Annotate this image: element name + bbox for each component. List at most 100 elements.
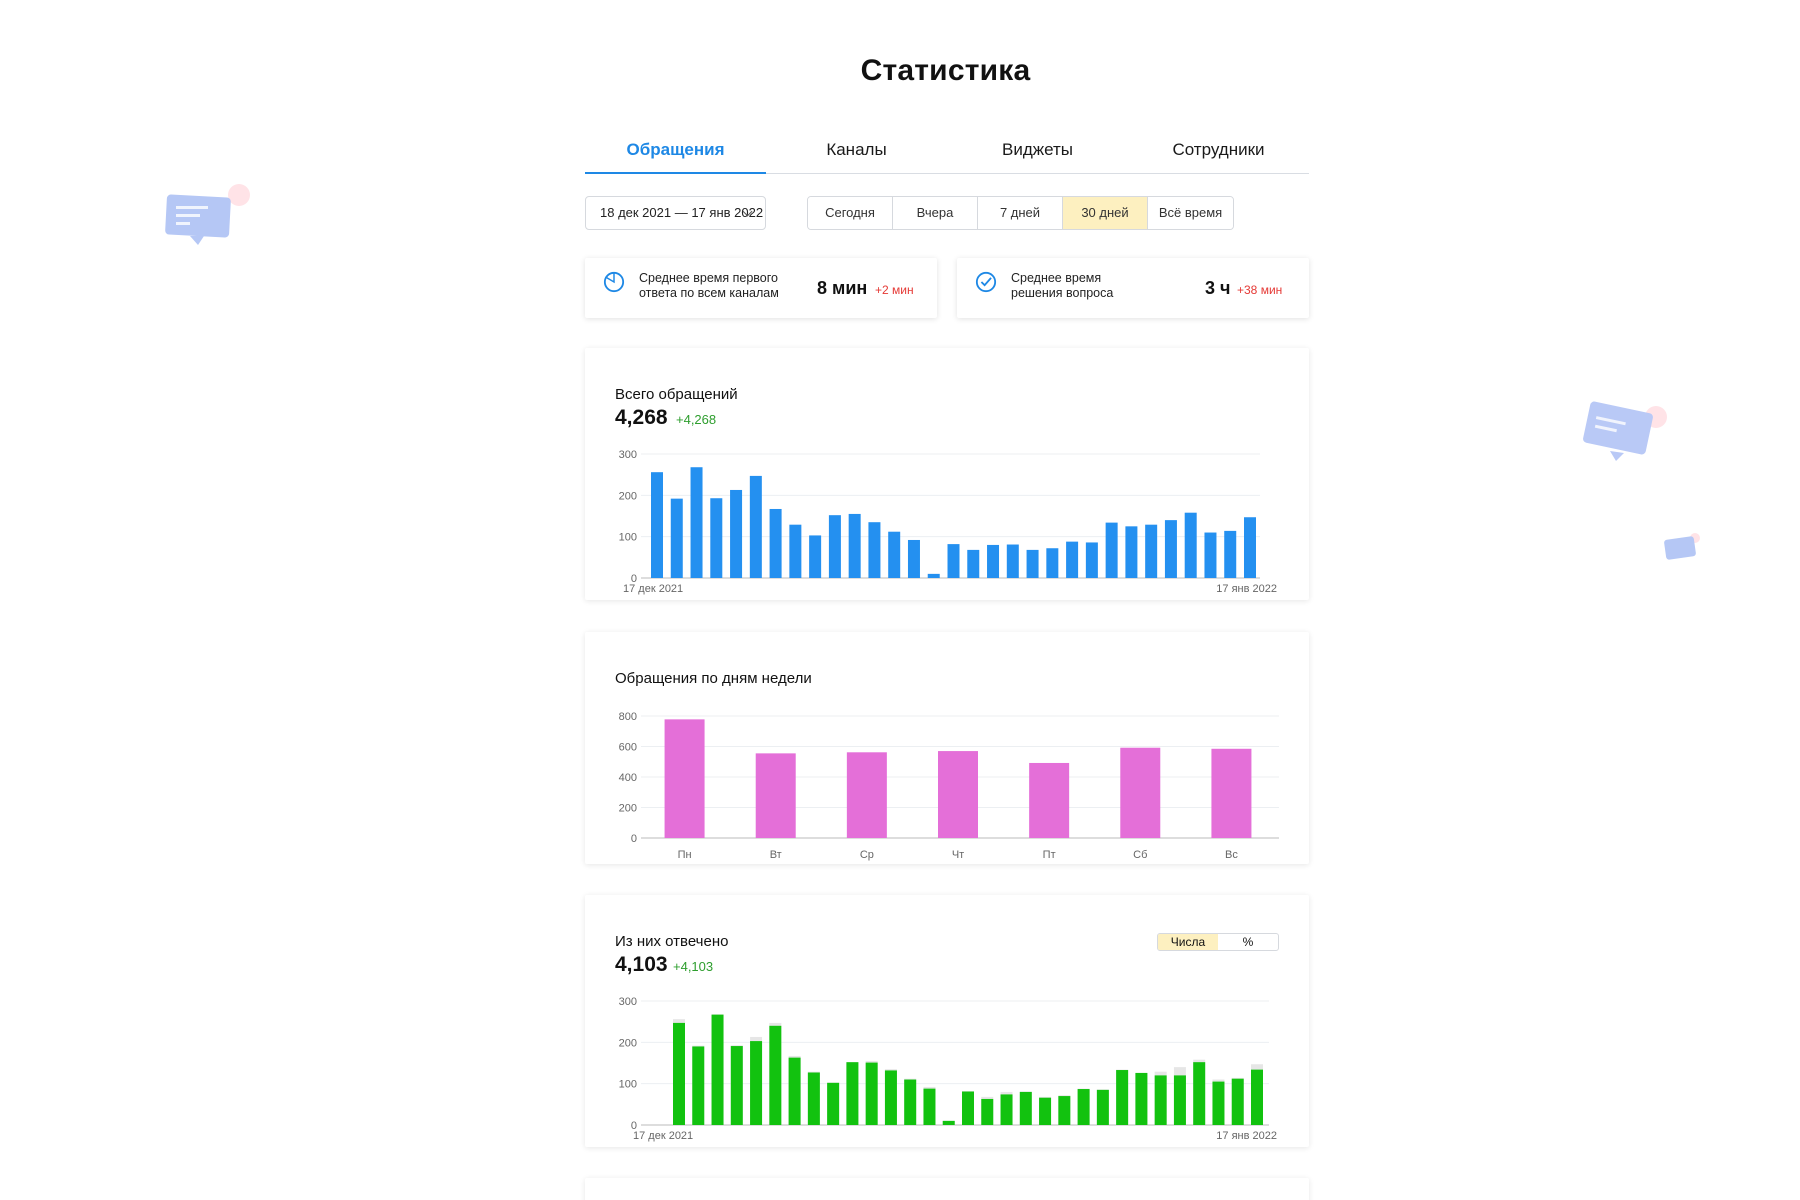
card-delta: +4,268 (676, 412, 717, 427)
y-tick-label: 100 (619, 1079, 637, 1091)
bar (670, 498, 683, 578)
x-tick-label: Ср (860, 849, 874, 861)
bar (755, 753, 796, 838)
bar (1154, 1075, 1167, 1125)
bar (1211, 748, 1252, 838)
bar (1105, 522, 1118, 578)
bar (868, 522, 881, 578)
toggle-percent-button[interactable]: % (1242, 935, 1254, 949)
bar (904, 1079, 917, 1125)
bar (827, 1082, 840, 1125)
bar (846, 1062, 859, 1125)
bar (673, 1022, 685, 1125)
answered-display-toggle: Числа % (1157, 933, 1279, 951)
tab-widgets[interactable]: Виджеты (1001, 140, 1074, 159)
bar (981, 1098, 994, 1125)
bar (1029, 762, 1070, 838)
bar (1096, 1089, 1109, 1125)
period-all-time-button[interactable]: Всё время (1148, 197, 1233, 229)
bar (1231, 1078, 1244, 1125)
bar (907, 539, 920, 578)
x-tick-label: Вт (770, 849, 782, 861)
bar (711, 1014, 724, 1125)
bar (923, 1088, 936, 1125)
bar (962, 1091, 974, 1125)
card-total: 4,268 (615, 406, 668, 429)
card-title: Всего обращений (615, 386, 738, 403)
bar (730, 1046, 743, 1125)
bar (888, 531, 901, 578)
bar (1019, 1091, 1032, 1125)
tab-channels[interactable]: Каналы (826, 140, 887, 159)
card-total: 4,103 (615, 953, 668, 976)
range-start-label: 17 дек 2021 (623, 583, 684, 595)
bar (947, 544, 960, 578)
total-appeals-chart: 0 100 200 300 (619, 449, 1260, 585)
bar (1039, 1097, 1052, 1125)
period-yesterday-button[interactable]: Вчера (893, 197, 978, 229)
y-tick-label: 800 (619, 711, 637, 723)
chat-bubble-decoration-icon (165, 184, 250, 245)
y-tick-label: 100 (619, 532, 637, 544)
bar (1164, 520, 1177, 578)
y-tick-label: 300 (619, 449, 637, 461)
bar (1145, 524, 1158, 578)
bar (1046, 548, 1059, 578)
period-7-days-button[interactable]: 7 дней (978, 197, 1063, 229)
y-tick-label: 400 (619, 772, 637, 784)
bar (664, 719, 705, 838)
bar (651, 472, 663, 578)
tab-employees[interactable]: Сотрудники (1172, 140, 1265, 159)
y-tick-label: 200 (619, 490, 637, 502)
check-circle-icon (975, 271, 997, 293)
bar (1173, 1075, 1186, 1125)
bar (938, 751, 978, 838)
tab-appeals[interactable]: Обращения (585, 128, 766, 174)
bar (848, 513, 861, 578)
bar (749, 475, 762, 578)
period-today-button[interactable]: Сегодня (808, 197, 893, 229)
bar (1193, 1062, 1206, 1125)
clock-icon (603, 271, 625, 293)
bar (710, 498, 723, 578)
card-delta: +4,103 (673, 959, 714, 974)
bar (1026, 549, 1039, 578)
bar (809, 535, 822, 578)
bar (846, 752, 887, 838)
kpi-label-line: Среднее время (1011, 271, 1102, 285)
card-title: Обращения по дням недели (615, 670, 812, 687)
y-tick-label: 600 (619, 742, 637, 754)
bar (789, 524, 802, 578)
x-tick-label: Сб (1133, 849, 1147, 861)
kpi-label: Среднее время решения вопроса (1011, 271, 1113, 301)
bar (1251, 1069, 1263, 1125)
chat-bubble-decoration-icon (1583, 401, 1667, 461)
y-tick-label: 200 (619, 803, 637, 815)
tabs: Обращения Каналы Виджеты Сотрудники (585, 128, 1309, 174)
bar (1224, 530, 1237, 578)
next-card (585, 1178, 1309, 1200)
range-start-label: 17 дек 2021 (633, 1130, 694, 1142)
x-tick-label: Пн (678, 849, 692, 861)
y-tick-label: 200 (619, 1037, 637, 1049)
y-tick-label: 300 (619, 996, 637, 1008)
bar (1184, 512, 1197, 578)
kpi-value: 3 ч (1205, 278, 1231, 298)
weekday-appeals-card: Обращения по дням недели 0 200 400 600 800 Пн… (585, 632, 1309, 864)
date-range-select[interactable]: 18 дек 2021 — 17 янв 2022 (585, 196, 766, 230)
bar (942, 1120, 955, 1125)
answered-card: Из них отвечено 4,103 +4,103 Числа % 0 10… (585, 895, 1309, 1147)
y-tick-label: 0 (631, 1120, 637, 1132)
bar (1077, 1089, 1090, 1125)
bar (987, 544, 1000, 578)
kpi-label-line: Среднее время первого (639, 271, 778, 285)
bar (1066, 541, 1079, 578)
range-end-label: 17 янв 2022 (1216, 1130, 1277, 1142)
chat-bubble-decoration-icon (1664, 533, 1700, 560)
card-title: Из них отвечено (615, 933, 729, 950)
toggle-numbers-button[interactable]: Числа (1158, 934, 1218, 950)
bar (750, 1041, 763, 1125)
x-tick-label: Вс (1225, 849, 1238, 861)
bar (1212, 1081, 1225, 1125)
period-30-days-button[interactable]: 30 дней (1063, 197, 1148, 229)
